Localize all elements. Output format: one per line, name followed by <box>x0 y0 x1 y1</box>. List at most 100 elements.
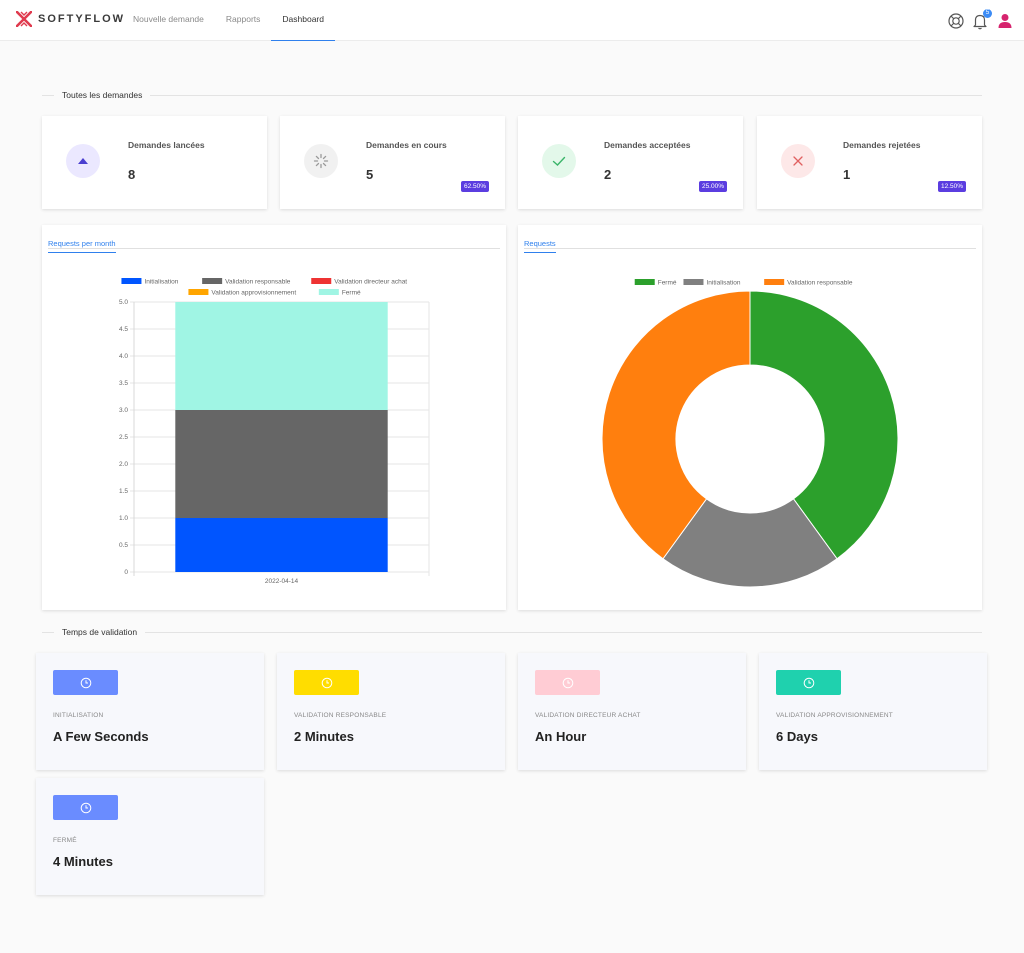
time-label: INITIALISATION <box>53 712 104 719</box>
clock-icon <box>535 670 600 695</box>
section-title: Toutes les demandes <box>62 90 143 100</box>
legend-swatch <box>318 289 339 295</box>
percent-badge: 12.50% <box>937 181 966 192</box>
y-tick-label: 4.5 <box>119 326 128 333</box>
bar-segment[interactable] <box>175 518 388 572</box>
notification-badge: 5 <box>983 9 992 18</box>
time-card-validation-directeur-achat: VALIDATION DIRECTEUR ACHAT An Hour <box>518 653 746 770</box>
bar-segment[interactable] <box>175 410 388 518</box>
legend-label: Validation responsable <box>225 279 291 286</box>
panel-tabbar: Requests per month <box>48 233 500 253</box>
legend-label: Fermé <box>342 290 361 297</box>
legend-label: Initialisation <box>144 279 178 286</box>
stat-value: 2 <box>604 167 612 182</box>
time-label: FERMÉ <box>53 837 77 844</box>
y-tick-label: 5.0 <box>119 299 128 306</box>
legend-label: Validation responsable <box>787 280 853 287</box>
requests-panel: Fermé Initialisation Validation responsabl… <box>518 225 982 610</box>
y-tick-label: 4.0 <box>119 353 128 360</box>
clock-icon <box>53 670 118 695</box>
requests-per-month-panel: Initialisation Validation responsable Vali… <box>42 225 506 610</box>
section-title: Temps de validation <box>62 627 138 637</box>
section-all-requests: Toutes les demandes <box>42 89 982 101</box>
check-icon <box>542 144 576 178</box>
legend-swatch <box>683 279 704 285</box>
donut-slice[interactable] <box>662 498 838 588</box>
time-value: 2 Minutes <box>294 729 354 744</box>
y-tick-label: 3.0 <box>119 407 128 414</box>
y-tick-label: 1.0 <box>119 515 128 522</box>
main-nav: Nouvelle demande Rapports Dashboard <box>122 0 335 41</box>
y-tick-label: 2.0 <box>119 461 128 468</box>
time-value: A Few Seconds <box>53 729 149 744</box>
legend-swatch <box>764 279 785 285</box>
legend-item[interactable]: Fermé <box>318 289 361 297</box>
tab-requests[interactable]: Requests <box>524 239 556 253</box>
percent-badge: 25.00% <box>698 181 727 192</box>
section-validation-time: Temps de validation <box>42 626 982 638</box>
stat-value: 8 <box>128 167 136 182</box>
legend-item[interactable]: Validation responsable <box>764 279 853 287</box>
legend-swatch <box>121 278 142 284</box>
requests-per-month-chart: Initialisation Validation responsable Vali… <box>119 278 430 585</box>
legend-label: Initialisation <box>706 280 740 287</box>
user-icon[interactable] <box>996 12 1014 30</box>
legend-swatch <box>634 279 655 285</box>
clock-icon <box>776 670 841 695</box>
top-navbar: SOFTYFLOW Nouvelle demande Rapports Dash… <box>0 0 1024 41</box>
time-label: VALIDATION DIRECTEUR ACHAT <box>535 712 641 719</box>
time-card-ferme: FERMÉ 4 Minutes <box>36 778 264 895</box>
clock-icon <box>53 795 118 820</box>
legend-item[interactable]: Fermé <box>634 279 677 287</box>
legend-item[interactable]: Validation approvisionnement <box>188 289 296 297</box>
bell-icon[interactable] <box>971 12 989 30</box>
legend-item[interactable]: Validation directeur achat <box>311 278 407 286</box>
stat-value: 5 <box>366 167 374 182</box>
y-tick-label: 2.5 <box>119 434 128 441</box>
nav-rapports[interactable]: Rapports <box>225 14 261 24</box>
time-card-initialisation: INITIALISATION A Few Seconds <box>36 653 264 770</box>
requests-chart: Fermé Initialisation Validation responsabl… <box>601 279 899 588</box>
stat-card-launched[interactable]: Demandes lancées 8 <box>42 116 267 209</box>
stat-label: Demandes lancées <box>128 140 205 150</box>
donut-slice[interactable] <box>601 290 751 560</box>
stat-card-rejected[interactable]: Demandes rejetées 1 12.50% <box>757 116 982 209</box>
panel-tabbar: Requests <box>524 233 976 253</box>
softyflow-logo-icon <box>16 11 32 27</box>
stat-card-in-progress[interactable]: Demandes en cours 5 62.50% <box>280 116 505 209</box>
legend-swatch <box>188 289 209 295</box>
legend-label: Validation directeur achat <box>334 279 407 286</box>
stat-label: Demandes acceptées <box>604 140 691 150</box>
donut-slice[interactable] <box>749 290 899 560</box>
legend-item[interactable]: Initialisation <box>683 279 741 287</box>
percent-badge: 62.50% <box>460 181 489 192</box>
time-value: 4 Minutes <box>53 854 113 869</box>
legend-label: Fermé <box>658 280 677 287</box>
legend-item[interactable]: Initialisation <box>121 278 179 286</box>
legend-label: Validation approvisionnement <box>211 290 296 297</box>
legend-swatch <box>311 278 332 284</box>
time-value: 6 Days <box>776 729 818 744</box>
triangle-up-icon <box>66 144 100 178</box>
time-card-validation-responsable: VALIDATION RESPONSABLE 2 Minutes <box>277 653 505 770</box>
stat-label: Demandes en cours <box>366 140 447 150</box>
brand-name: SOFTYFLOW <box>38 13 126 25</box>
time-label: VALIDATION APPROVISIONNEMENT <box>776 712 893 719</box>
bar-segment[interactable] <box>175 302 388 410</box>
lifebuoy-icon[interactable] <box>947 12 965 30</box>
legend-item[interactable]: Validation responsable <box>202 278 291 286</box>
nav-dashboard[interactable]: Dashboard <box>271 0 335 41</box>
y-tick-label: 0.5 <box>119 542 128 549</box>
clock-icon <box>294 670 359 695</box>
stat-value: 1 <box>843 167 851 182</box>
tab-requests-per-month[interactable]: Requests per month <box>48 239 116 253</box>
brand-logo[interactable]: SOFTYFLOW <box>16 11 125 27</box>
time-label: VALIDATION RESPONSABLE <box>294 712 387 719</box>
x-tick-label: 2022-04-14 <box>265 578 299 585</box>
time-card-validation-approvisionnement: VALIDATION APPROVISIONNEMENT 6 Days <box>759 653 987 770</box>
time-value: An Hour <box>535 729 587 744</box>
nav-nouvelle-demande[interactable]: Nouvelle demande <box>133 14 204 24</box>
y-tick-label: 3.5 <box>119 380 128 387</box>
y-tick-label: 1.5 <box>119 488 128 495</box>
stat-card-accepted[interactable]: Demandes acceptées 2 25.00% <box>518 116 743 209</box>
